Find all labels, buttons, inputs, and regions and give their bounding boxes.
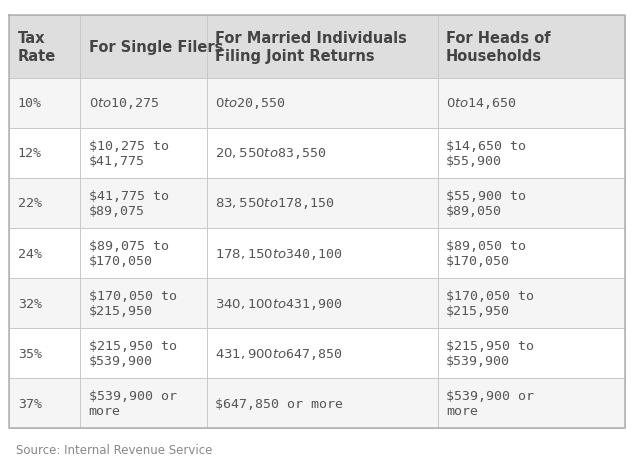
Bar (9, 378, 80, 428)
Bar (437, 278, 625, 328)
Bar (80, 16, 206, 79)
Text: 32%: 32% (18, 297, 42, 310)
Bar (206, 79, 437, 129)
Text: $170,050 to
$215,950: $170,050 to $215,950 (446, 289, 534, 318)
Bar (206, 229, 437, 278)
Text: $539,900 or
more: $539,900 or more (89, 389, 177, 417)
Bar (437, 179, 625, 229)
Text: $89,050 to
$170,050: $89,050 to $170,050 (446, 239, 526, 268)
Text: For Married Individuals
Filing Joint Returns: For Married Individuals Filing Joint Ret… (215, 31, 406, 63)
Text: 37%: 37% (18, 397, 42, 410)
Text: $539,900 or
more: $539,900 or more (446, 389, 534, 417)
Text: $41,775 to
$89,075: $41,775 to $89,075 (89, 189, 168, 218)
Text: $340,100 to $431,900: $340,100 to $431,900 (215, 296, 342, 311)
Bar (80, 378, 206, 428)
Bar (80, 79, 206, 129)
Bar (206, 129, 437, 179)
Text: $215,950 to
$539,900: $215,950 to $539,900 (446, 339, 534, 367)
Text: $14,650 to
$55,900: $14,650 to $55,900 (446, 140, 526, 168)
Text: $20,550 to $83,550: $20,550 to $83,550 (215, 146, 326, 161)
Bar (206, 16, 437, 79)
Bar (437, 16, 625, 79)
Text: $83,550 to $178,150: $83,550 to $178,150 (215, 196, 334, 211)
Bar (437, 229, 625, 278)
Bar (9, 229, 80, 278)
Text: $178,150 to $340,100: $178,150 to $340,100 (215, 246, 342, 261)
Text: $89,075 to
$170,050: $89,075 to $170,050 (89, 239, 168, 268)
Text: $10,275 to
$41,775: $10,275 to $41,775 (89, 140, 168, 168)
Bar (437, 378, 625, 428)
Bar (206, 179, 437, 229)
Bar (80, 179, 206, 229)
Text: $431,900 to $647,850: $431,900 to $647,850 (215, 346, 342, 361)
Text: 12%: 12% (18, 147, 42, 160)
Bar (206, 378, 437, 428)
Text: 10%: 10% (18, 97, 42, 110)
Bar (80, 129, 206, 179)
Text: $170,050 to
$215,950: $170,050 to $215,950 (89, 289, 177, 318)
Text: 22%: 22% (18, 197, 42, 210)
Text: Source: Internal Revenue Service: Source: Internal Revenue Service (16, 443, 212, 457)
Text: $647,850 or more: $647,850 or more (215, 397, 343, 410)
Bar (206, 328, 437, 378)
Bar (80, 278, 206, 328)
Bar (80, 229, 206, 278)
Text: Tax
Rate: Tax Rate (18, 31, 56, 63)
Bar (437, 328, 625, 378)
Text: $0 to $14,650: $0 to $14,650 (446, 96, 517, 111)
Bar (9, 179, 80, 229)
Text: 24%: 24% (18, 247, 42, 260)
Text: $55,900 to
$89,050: $55,900 to $89,050 (446, 189, 526, 218)
Text: For Single Filers: For Single Filers (89, 40, 223, 55)
Text: $215,950 to
$539,900: $215,950 to $539,900 (89, 339, 177, 367)
Text: For Heads of
Households: For Heads of Households (446, 31, 551, 63)
Text: $0 to $10,275: $0 to $10,275 (89, 96, 159, 111)
Bar (206, 278, 437, 328)
Bar (437, 79, 625, 129)
Bar (80, 328, 206, 378)
Text: $0 to $20,550: $0 to $20,550 (215, 96, 285, 111)
Bar (437, 129, 625, 179)
Bar (9, 278, 80, 328)
Bar (9, 129, 80, 179)
Text: 35%: 35% (18, 347, 42, 360)
Bar (9, 16, 80, 79)
Bar (9, 328, 80, 378)
Bar (9, 79, 80, 129)
